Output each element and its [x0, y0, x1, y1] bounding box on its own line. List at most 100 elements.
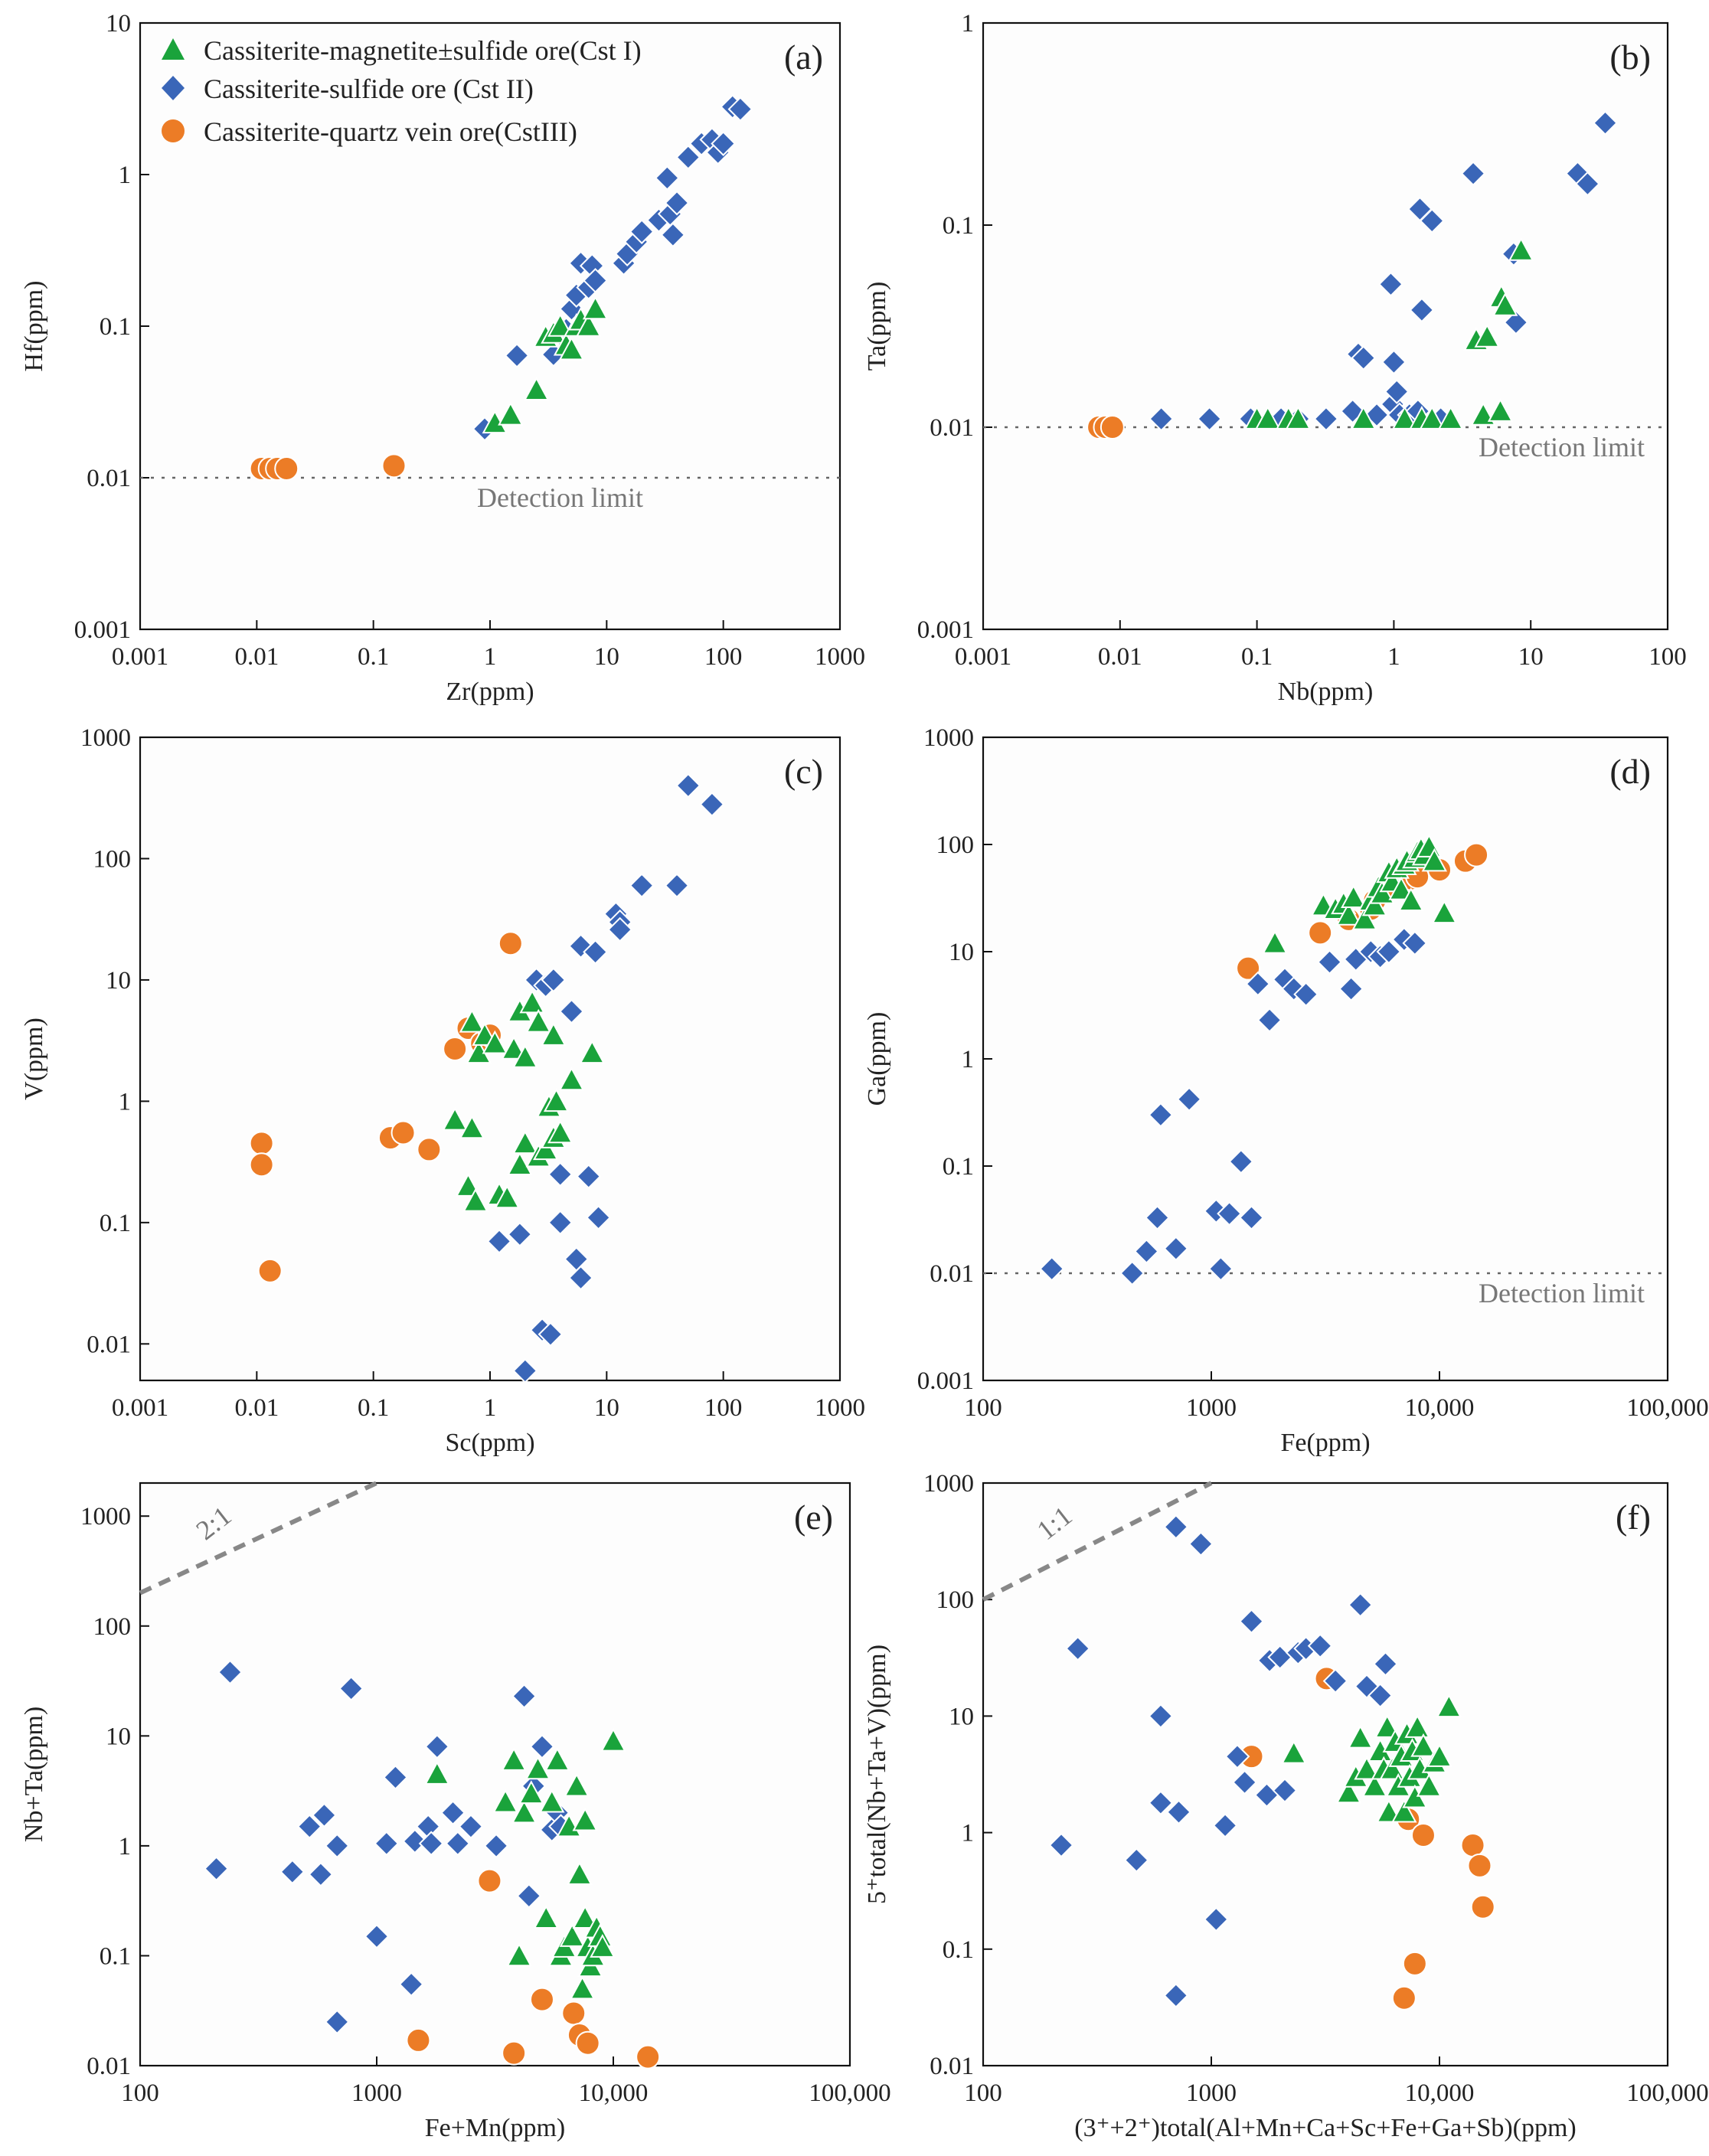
panel-b: 0.001 0.01 0.1 1 10 100 0.001 0.01 0.1 1 Nb(ppm) Ta…: [863, 10, 1687, 706]
plot-frame-a: [139, 21, 841, 631]
data-point-cst1: [1361, 892, 1388, 916]
data-point-cst3: [1402, 1951, 1427, 1976]
data-point-cst1: [1335, 1779, 1362, 1804]
legend-item-cst1: Cassiterite-magnetite±sulfide ore(Cst I): [162, 35, 642, 66]
legend: Cassiterite-magnetite±sulfide ore(Cst I)…: [162, 35, 642, 147]
data-point-cst2: [586, 1204, 611, 1230]
data-point-cst2: [511, 1683, 537, 1709]
x-axis-title-a: Zr(ppm): [446, 678, 534, 706]
y-axis-title-f: 5⁺total(Nb+Ta+V)(ppm): [863, 1645, 891, 1904]
y-tick-label-c: 10: [106, 967, 131, 995]
data-point-cst1: [519, 989, 545, 1014]
data-point-cst2: [312, 1802, 337, 1828]
data-point-cst2: [324, 1833, 350, 1859]
data-point-cst1: [511, 1799, 538, 1824]
data-point-cst1: [1426, 1743, 1452, 1767]
data-point-cst2: [1188, 1531, 1214, 1557]
y-tick-label-e: 100: [93, 1613, 132, 1641]
data-point-cst3: [1410, 1822, 1436, 1847]
data-point-cst1: [482, 1030, 508, 1054]
data-point-cst2: [507, 1221, 533, 1247]
data-point-cst1: [1421, 848, 1448, 872]
data-point-cst1: [1416, 1772, 1443, 1797]
data-point-cst2: [1207, 1256, 1234, 1282]
data-point-cst1: [1419, 405, 1445, 430]
data-point-cst1: [547, 1119, 573, 1144]
data-point-cst1: [1437, 405, 1464, 430]
data-point-cst1: [1351, 405, 1377, 430]
data-point-cst1: [558, 336, 585, 361]
data-point-cst2: [512, 1358, 538, 1383]
data-point-cst3: [1391, 1985, 1417, 2011]
data-point-cst2: [217, 1659, 243, 1685]
panel-a: 0.001 0.01 0.1 1 10 100 1000 0.001 0.01 0.1 1 10 Zr(…: [20, 10, 865, 706]
y-tick-label-a: 0.001: [74, 616, 131, 644]
x-tick-label-c: 1000: [815, 1394, 865, 1422]
data-point-cst1: [1281, 1740, 1307, 1764]
y-axis-title-b: Ta(ppm): [863, 282, 891, 371]
data-point-cst1: [1391, 405, 1418, 430]
data-point-cst1: [1379, 1756, 1405, 1780]
y-tick-label-f: 1000: [923, 1470, 974, 1498]
data-point-cst2: [1048, 1832, 1074, 1858]
data-point-cst1: [1262, 929, 1288, 954]
data-point-cst1: [462, 1187, 489, 1212]
data-point-cst3: [257, 1258, 283, 1283]
data-point-cst2: [1574, 171, 1600, 197]
y-tick-label-d: 0.01: [930, 1260, 974, 1288]
data-point-cst2: [1348, 1592, 1374, 1618]
x-tick-label-a: 0.001: [112, 643, 168, 671]
data-point-cst1: [576, 312, 602, 337]
data-point-cst3: [406, 2027, 431, 2053]
x-tick-label-d: 100,000: [1626, 1394, 1708, 1422]
y-tick-label-c: 0.01: [87, 1331, 131, 1358]
data-point-cst3: [498, 931, 523, 956]
y-tick-label-e: 1000: [80, 1503, 131, 1530]
data-point-cst2: [711, 131, 737, 156]
data-point-cst1: [492, 1788, 518, 1813]
x-tick-label-f: 1000: [1186, 2079, 1237, 2107]
data-point-cst1: [558, 1067, 585, 1091]
y-tick-label-e: 10: [106, 1723, 131, 1750]
legend-item-cst2: Cassiterite-sulfide ore (Cst II): [162, 74, 534, 104]
x-tick-label-f: 100: [964, 2079, 1002, 2107]
y-tick-label-f: 1: [962, 1820, 975, 1847]
data-point-cst2: [547, 1161, 573, 1187]
data-point-cst3: [1236, 956, 1261, 981]
data-point-cst1: [1436, 1694, 1462, 1718]
data-point-cst1: [533, 1136, 559, 1161]
data-point-cst2: [204, 1856, 229, 1882]
x-tick-label-c: 0.1: [358, 1394, 389, 1422]
data-point-cst1: [518, 1780, 544, 1805]
x-axis-title-b: Nb(ppm): [1278, 678, 1374, 706]
panel-d: 100 1000 10,000 100,000 0.001 0.01 0.1 1 10 100 10…: [863, 724, 1709, 1457]
x-tick-label-a: 1000: [815, 643, 865, 671]
x-tick-label-f: 10,000: [1405, 2079, 1475, 2107]
data-point-cst3: [417, 1137, 442, 1162]
data-point-cst1: [1404, 1714, 1430, 1738]
data-point-cst1: [455, 1173, 482, 1197]
y-axis-title-a: Hf(ppm): [20, 281, 48, 372]
data-point-cst2: [607, 916, 633, 942]
data-point-cst2: [529, 1733, 555, 1759]
legend-marker-circle: [162, 119, 185, 142]
data-point-cst2: [1228, 1148, 1254, 1174]
data-point-cst3: [1460, 1833, 1485, 1858]
data-point-cst1: [507, 1152, 533, 1175]
data-point-cst2: [699, 792, 725, 818]
detection-limit-label-b: Detection limit: [1479, 432, 1645, 462]
data-point-cst2: [1197, 406, 1223, 432]
data-point-cst3: [502, 2040, 527, 2066]
data-point-cst2: [324, 2009, 350, 2035]
data-point-cst3: [561, 2001, 587, 2026]
y-axis-title-c: V(ppm): [20, 1018, 48, 1100]
plot-frame-f: [982, 1481, 1669, 2067]
x-tick-label-a: 10: [594, 643, 619, 671]
data-point-cst1: [533, 1905, 559, 1929]
data-point-cst2: [576, 1164, 602, 1190]
x-tick-label-e: 1000: [351, 2079, 402, 2107]
data-point-cst1: [442, 1106, 468, 1131]
panel-label-c: (c): [784, 752, 823, 791]
data-point-cst1: [539, 1788, 565, 1813]
